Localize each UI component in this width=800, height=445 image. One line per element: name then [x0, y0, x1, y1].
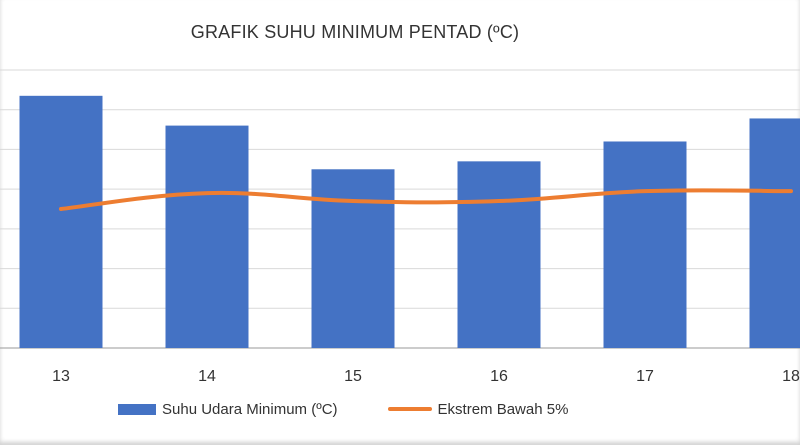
chart-title: GRAFIK SUHU MINIMUM PENTAD (ºC) — [190, 22, 520, 42]
bar — [457, 161, 541, 348]
bar — [311, 169, 395, 348]
legend: Suhu Udara Minimum (ºC) Ekstrem Bawah 5% — [118, 398, 618, 420]
legend-label-line: Ekstrem Bawah 5% — [437, 400, 569, 418]
series-line — [59, 188, 793, 211]
x-tick-label: 17 — [636, 368, 654, 385]
x-tick-label: 18 — [782, 368, 800, 385]
legend-line-swatch — [387, 407, 432, 411]
x-tick-label: 13 — [52, 368, 70, 385]
bar — [749, 118, 800, 348]
x-tick-label: 16 — [490, 368, 508, 385]
legend-label-bars: Suhu Udara Minimum (ºC) — [162, 400, 338, 418]
bar — [165, 125, 249, 348]
legend-item-line: Ekstrem Bawah 5% — [387, 400, 569, 418]
bar — [603, 141, 687, 348]
bar — [19, 95, 103, 348]
x-tick-label: 14 — [198, 368, 216, 385]
legend-item-bars: Suhu Udara Minimum (ºC) — [118, 401, 338, 418]
legend-bar-swatch — [118, 403, 156, 415]
x-tick-label: 15 — [344, 368, 362, 385]
